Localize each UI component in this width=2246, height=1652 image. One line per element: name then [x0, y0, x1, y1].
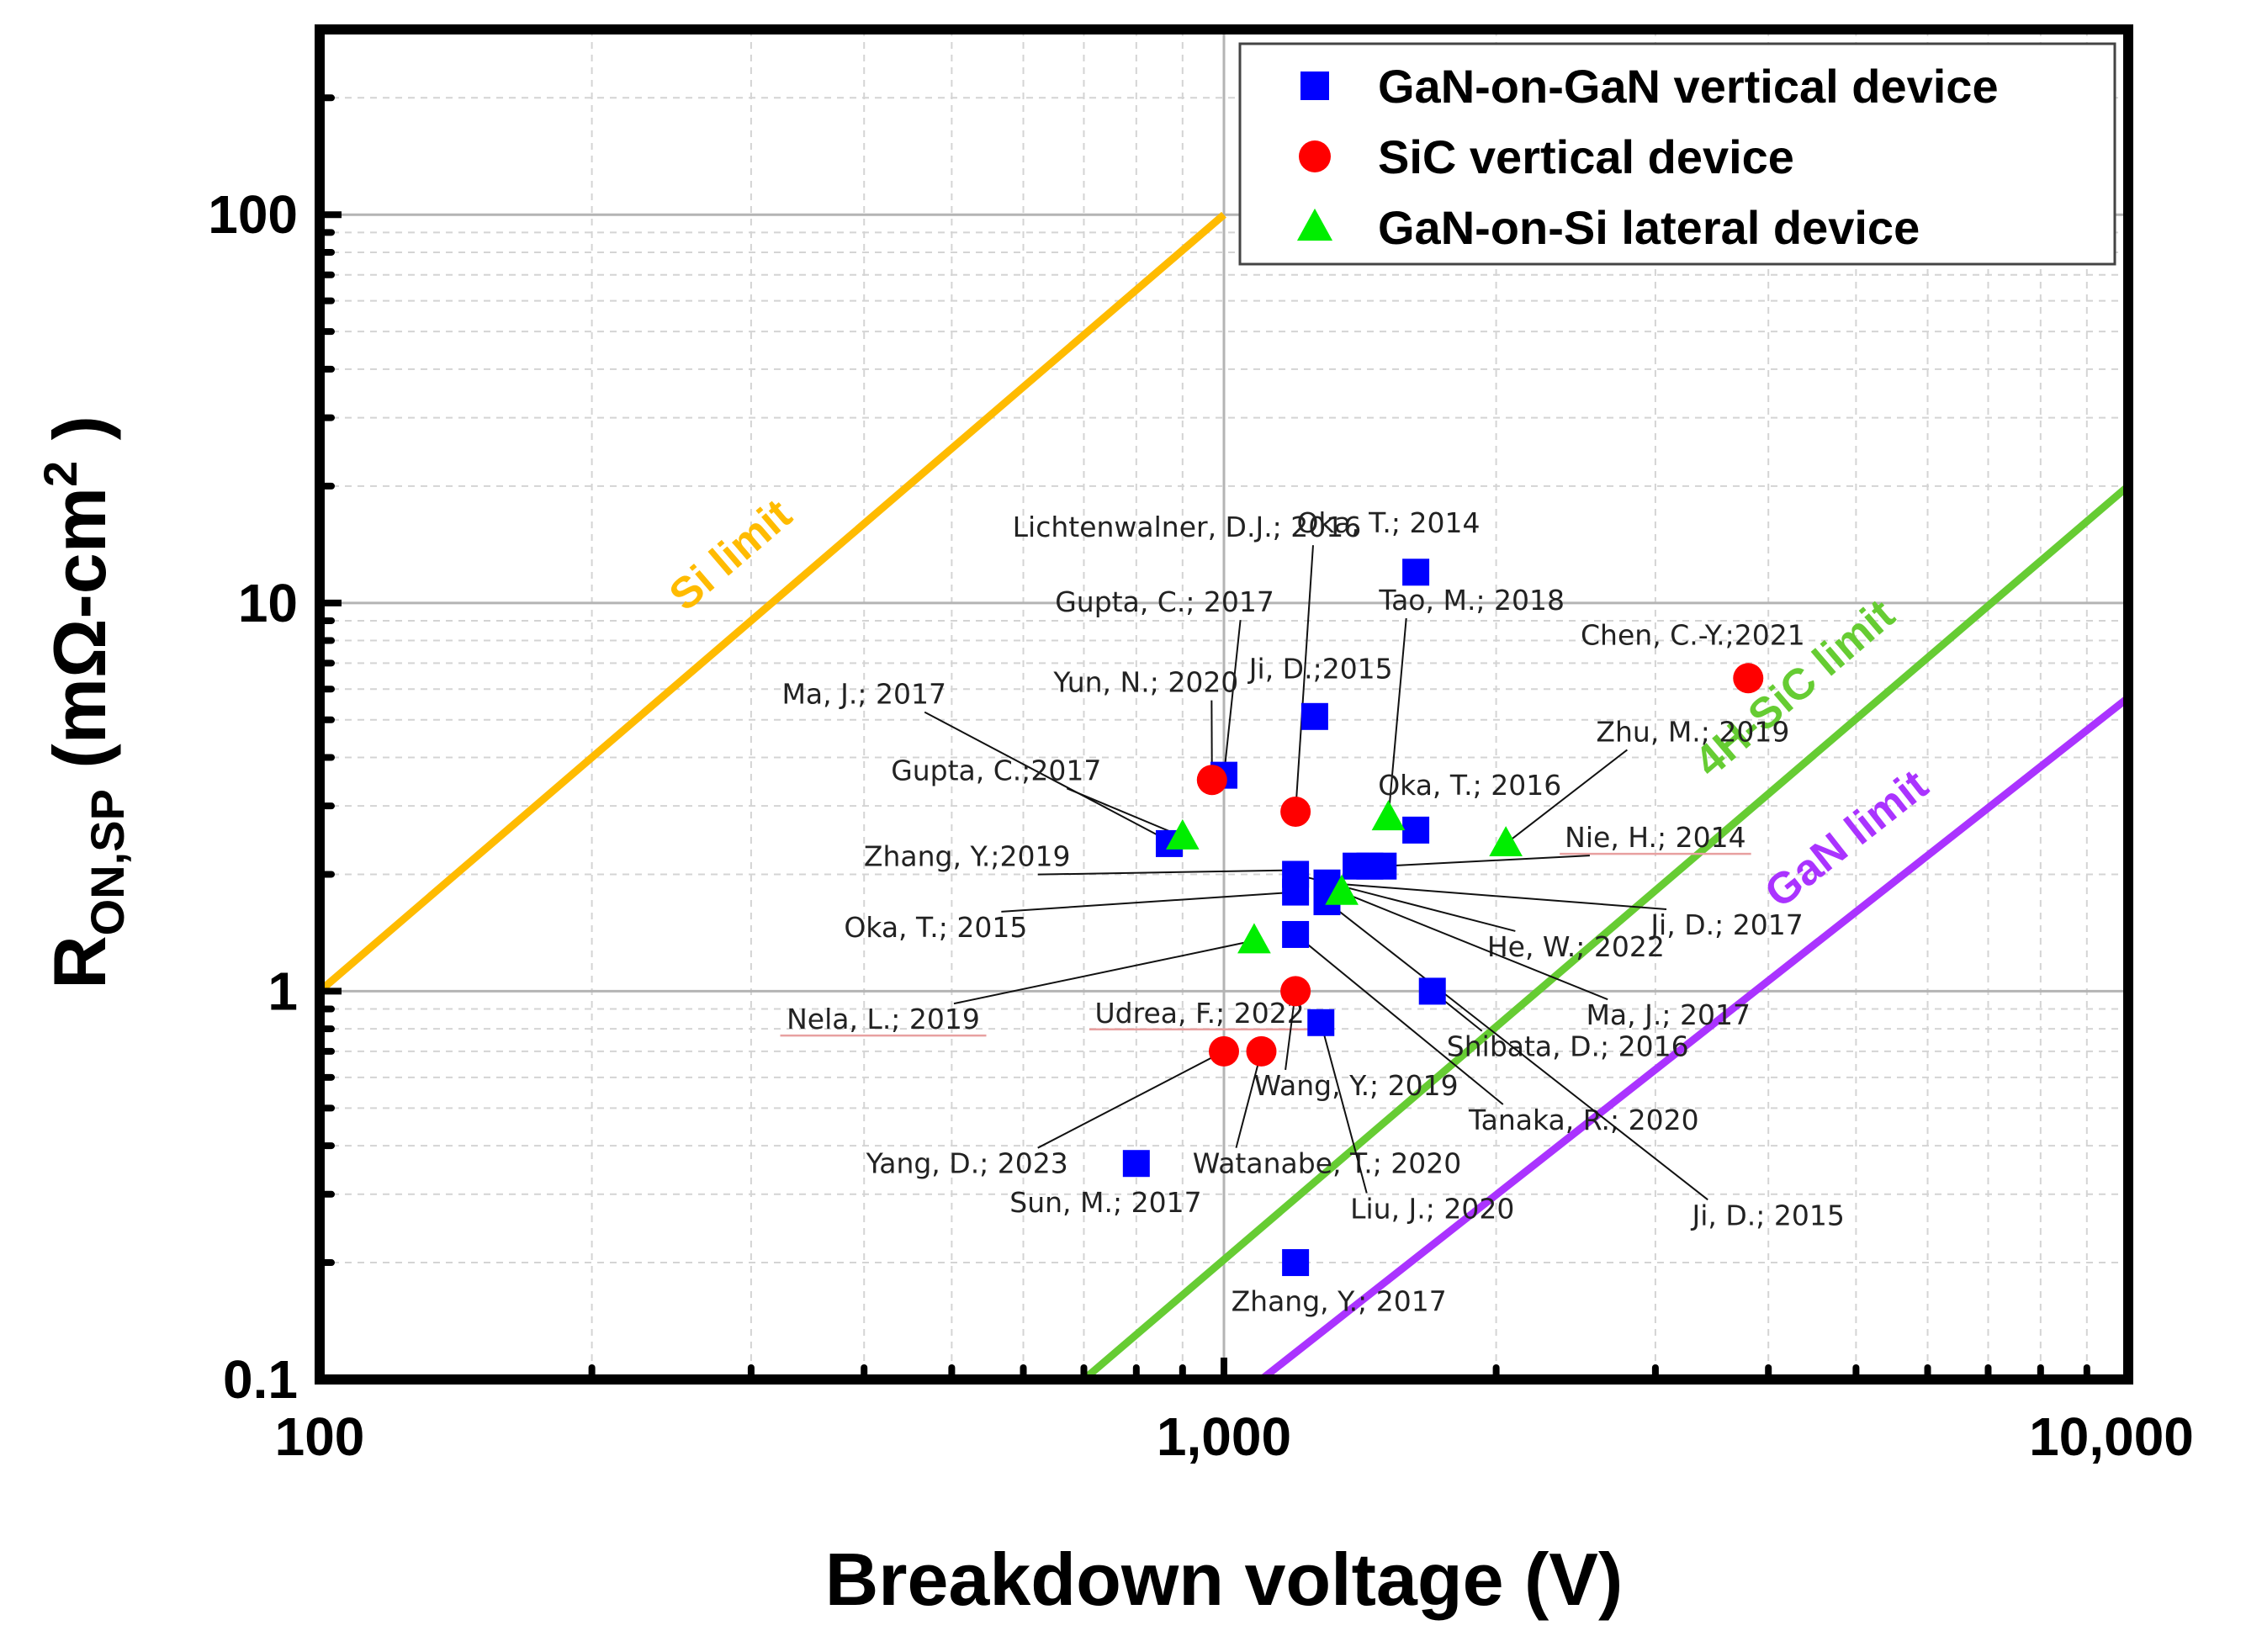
data-point-triangle: [1165, 818, 1200, 850]
annotation-label: Ma, J.; 2017: [781, 678, 946, 711]
y-axis-title-part: R: [38, 935, 121, 989]
data-point-triangle: [1489, 826, 1523, 857]
annotation-label: Wang, Y.; 2019: [1254, 1069, 1459, 1102]
annotation-leader: [1001, 891, 1296, 913]
y-tick-label: 10: [238, 573, 298, 633]
x-tick-label: 1,000: [1157, 1406, 1291, 1467]
legend-marker-circle: [1299, 140, 1331, 172]
data-points: [1122, 559, 1764, 1277]
limit-line: [1258, 694, 2131, 1383]
annotation-label: Gupta, C.;2017: [891, 754, 1101, 786]
annotation-leader: [1341, 891, 1608, 1001]
legend-label: SiC vertical device: [1378, 130, 1794, 183]
annotation-label: Oka, T.; 2015: [844, 911, 1027, 944]
annotation-leader: [953, 940, 1255, 1005]
annotation-label: Ji, D.; 2015: [1691, 1199, 1845, 1231]
data-point-square: [1402, 816, 1430, 844]
annotation-label: Zhang, Y.;2019: [864, 840, 1071, 873]
y-axis-title-part: 2: [34, 461, 87, 487]
annotation-label: Ji, D.;2015: [1247, 652, 1393, 685]
legend: GaN-on-GaN vertical device SiC vertical d…: [1238, 42, 2116, 266]
x-axis-title: Breakdown voltage (V): [825, 1538, 1624, 1621]
data-point-square: [1282, 1249, 1310, 1277]
limit-line: [317, 211, 1226, 994]
data-point-circle: [1280, 796, 1311, 827]
annotation-leader: [1235, 1051, 1263, 1148]
annotation-label: Chen, C.-Y.;2021: [1581, 619, 1805, 652]
data-point-circle: [1280, 976, 1311, 1007]
data-point-square: [1282, 920, 1310, 948]
annotation-leader: [1326, 901, 1708, 1201]
annotation-leader: [1037, 869, 1296, 876]
annotation-leader: [1320, 1022, 1368, 1194]
y-tick-label: 1: [268, 961, 298, 1021]
data-point-square: [1402, 559, 1430, 586]
annotation-label: Zhu, M.; 2019: [1596, 715, 1789, 748]
annotation-label: Gupta, C.; 2017: [1055, 585, 1274, 618]
annotation-label: Ji, D.; 2017: [1649, 908, 1803, 941]
y-axis-title: RON,SP (mΩ-cm2 ): [34, 416, 134, 989]
x-tick-label: 10,000: [2029, 1406, 2194, 1467]
annotation-label: Nie, H.; 2014: [1565, 821, 1745, 854]
data-point-triangle: [1371, 800, 1406, 831]
annotation-label: Yun, N.; 2020: [1052, 666, 1238, 699]
legend-marker-triangle: [1296, 208, 1333, 241]
annotation-leader: [1223, 619, 1242, 776]
data-point-circle: [1733, 663, 1764, 694]
annotation-label: Liu, J.; 2020: [1350, 1192, 1514, 1225]
annotation-label: Oka, T.; 2016: [1378, 769, 1561, 802]
annotation-label: Sun, M.; 2017: [1009, 1186, 1201, 1219]
annotation-label: Tao, M.; 2018: [1378, 584, 1565, 617]
annotation-leader: [1295, 545, 1314, 813]
annotation-leader: [1383, 855, 1590, 867]
annotation-label: Yang, D.; 2023: [866, 1147, 1068, 1180]
annotation-leader: [1295, 934, 1504, 1105]
data-point-circle: [1209, 1035, 1239, 1067]
y-axis-title-part: ON,SP: [81, 789, 134, 935]
legend-label: GaN-on-GaN vertical device: [1378, 60, 1999, 113]
annotation-label: Nela, L.; 2019: [787, 1003, 980, 1035]
legend-label: GaN-on-Si lateral device: [1378, 201, 1920, 254]
y-axis-title-part: (mΩ-cm: [38, 487, 121, 789]
annotation-leader: [1037, 1051, 1225, 1149]
annotation-label: Tanaka, R.; 2020: [1468, 1104, 1699, 1136]
y-axis-title-part: ): [38, 416, 121, 461]
legend-box: [1238, 42, 2116, 266]
data-point-circle: [1246, 1035, 1277, 1067]
annotation-label: Lichtenwalner, D.J.; 2016: [1013, 511, 1362, 543]
legend-marker-square: [1300, 71, 1329, 100]
data-point-square: [1282, 878, 1310, 906]
data-point-triangle: [1325, 874, 1359, 905]
annotation-label: He, W.; 2022: [1487, 930, 1665, 963]
data-point-square: [1307, 1009, 1335, 1036]
x-tick-label: 100: [275, 1406, 365, 1467]
data-point-circle: [1196, 765, 1227, 796]
data-point-square: [1418, 977, 1446, 1005]
annotation-leader: [1066, 787, 1184, 838]
annotation-leader: [1505, 749, 1629, 845]
data-point-triangle: [1237, 923, 1271, 954]
axis-ticks: 100 1,000 10,000 0.1 1 10 100: [208, 94, 2194, 1467]
annotation-label: Shibata, D.; 2016: [1447, 1030, 1689, 1063]
annotation-leader: [1387, 617, 1407, 818]
limit-line: [1081, 483, 2131, 1383]
data-point-square: [1122, 1150, 1150, 1178]
y-tick-label: 100: [208, 184, 298, 245]
annotation-label: Oka, T.; 2014: [1296, 506, 1480, 539]
y-tick-label: 0.1: [223, 1349, 298, 1410]
annotation-label: Udrea, F.; 2022: [1095, 997, 1305, 1030]
data-point-square: [1300, 702, 1328, 730]
annotation-label: Watanabe, T.; 2020: [1193, 1147, 1462, 1180]
data-point-square: [1369, 852, 1397, 880]
annotation-label: Zhang, Y.; 2017: [1232, 1285, 1447, 1318]
annotation-leader: [1327, 882, 1667, 910]
annotation-label: Ma, J.; 2017: [1586, 998, 1751, 1031]
annotation-leader: [924, 711, 1174, 845]
